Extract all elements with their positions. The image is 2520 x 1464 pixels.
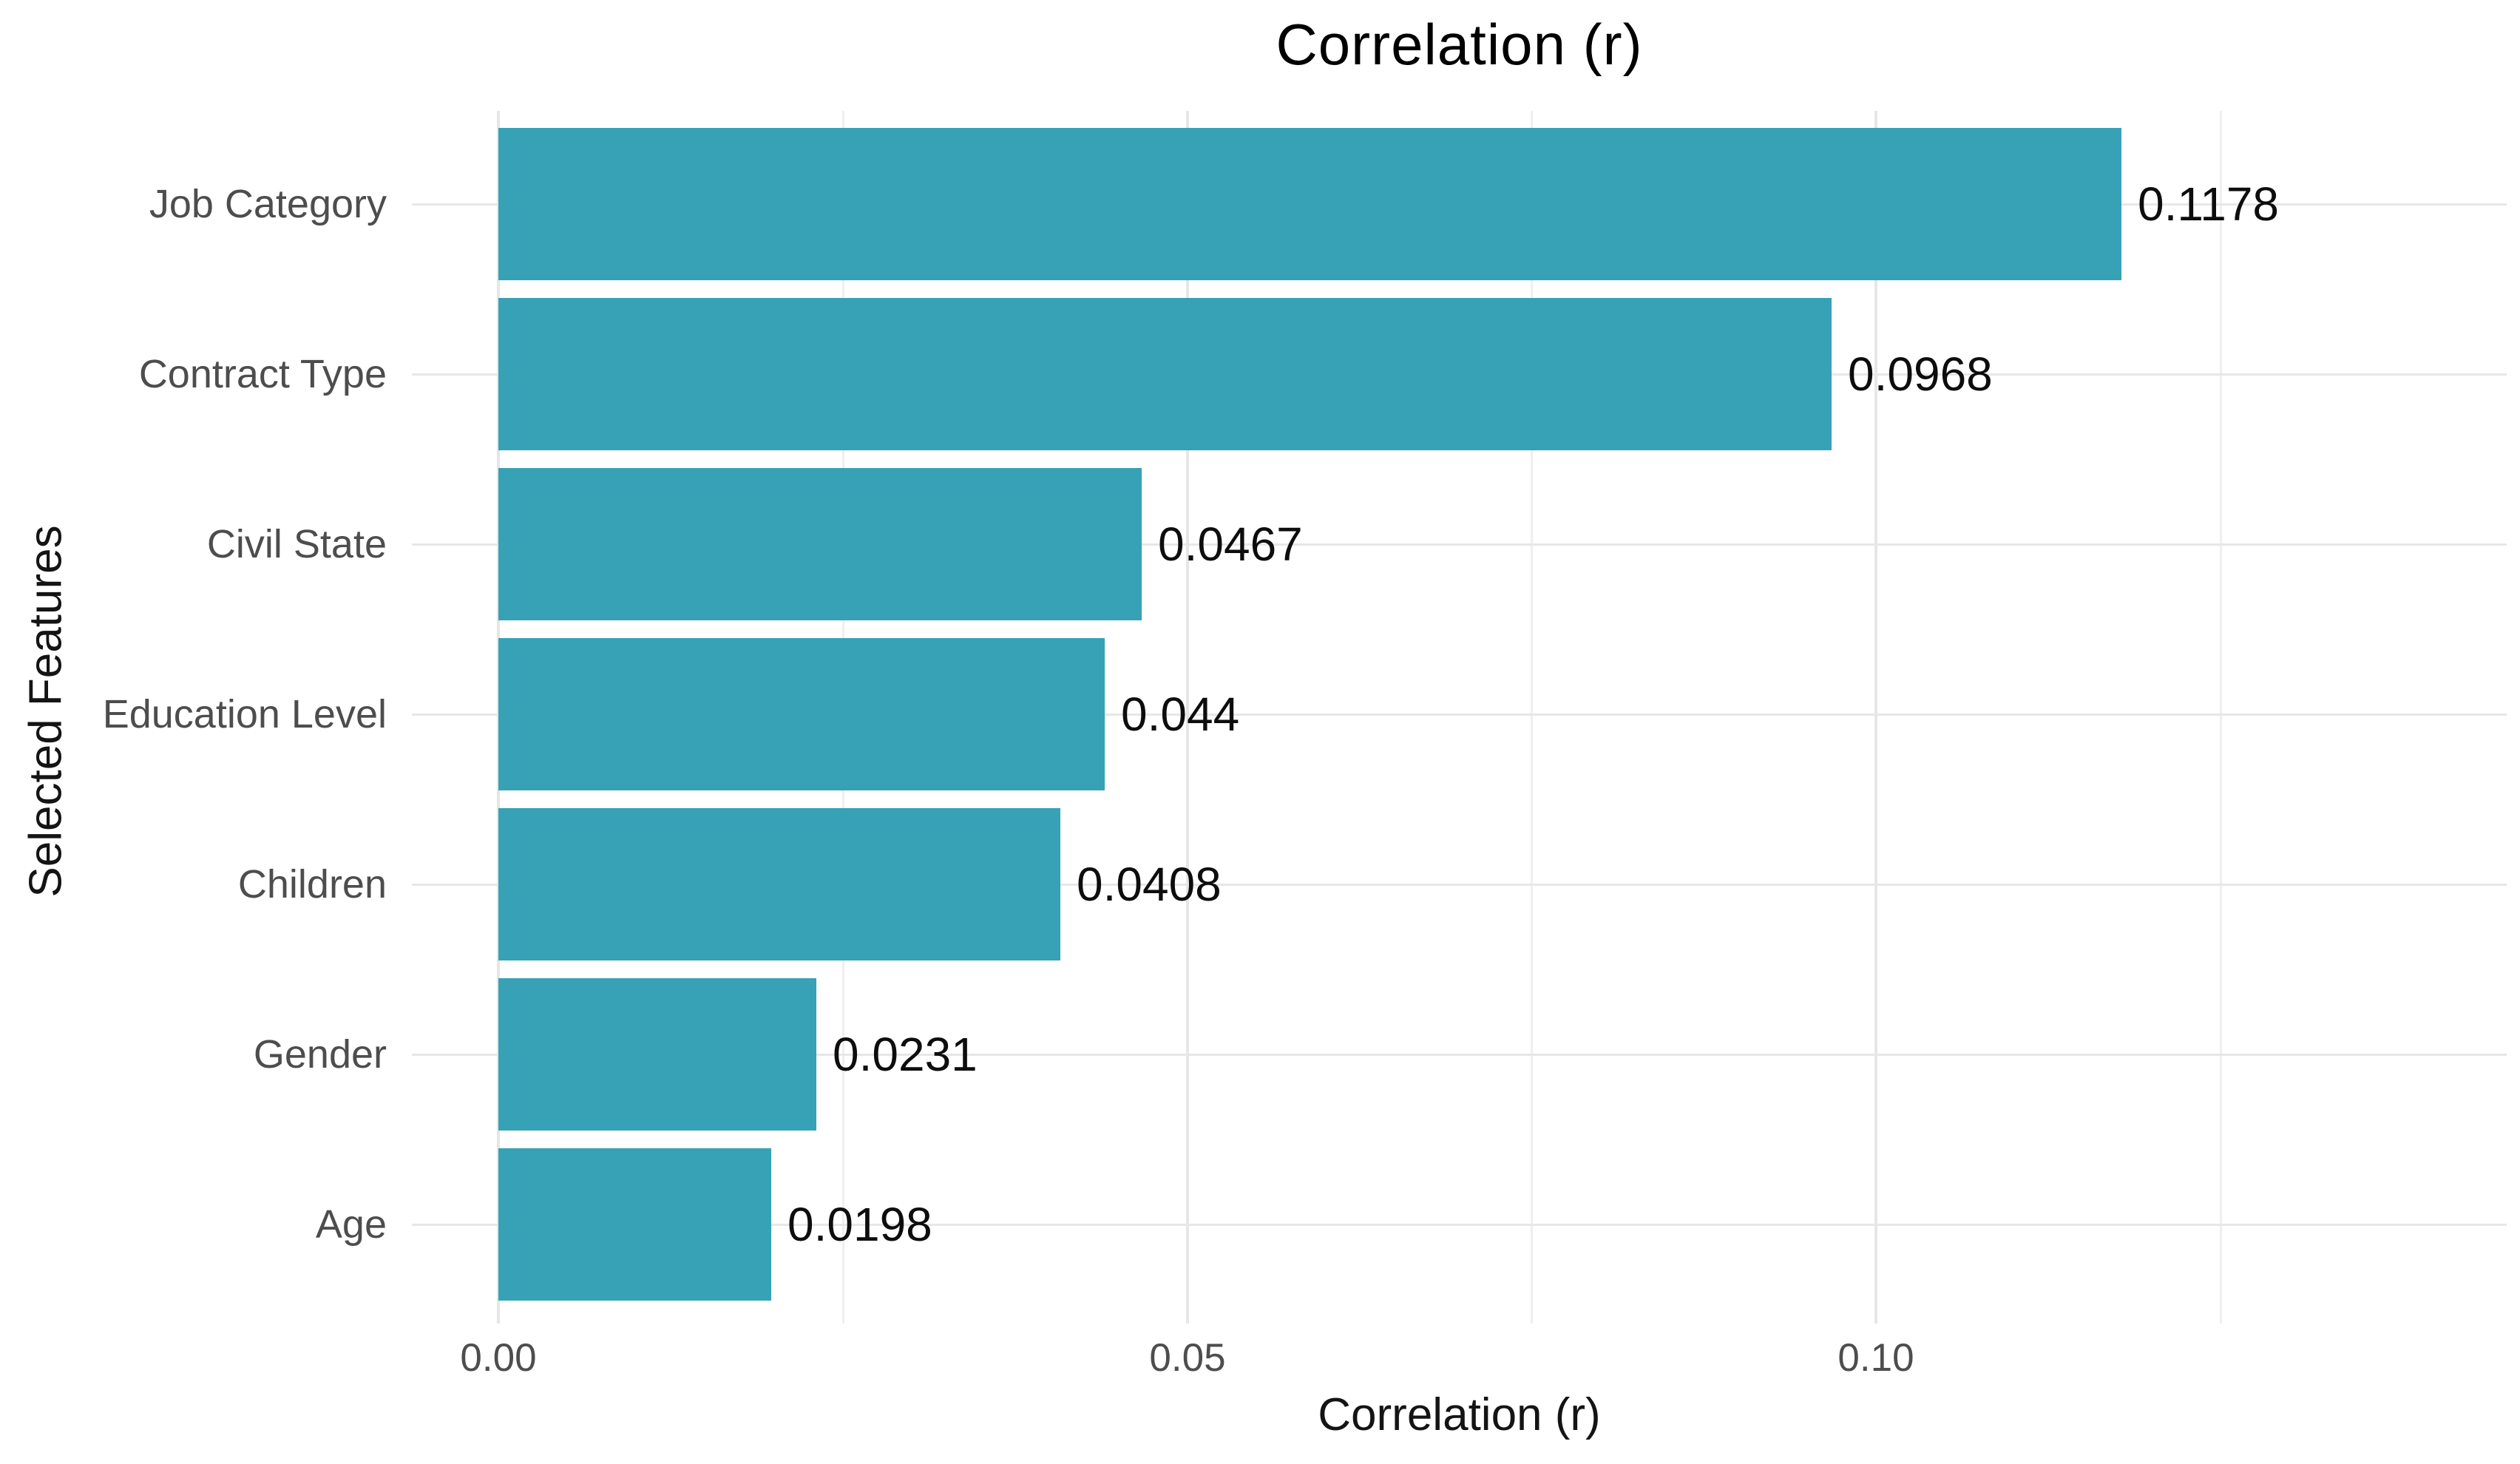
- v-gridline-minor: [2220, 111, 2222, 1324]
- bar-value-label: 0.0467: [1158, 518, 1303, 571]
- h-gridline: [412, 543, 2507, 546]
- bar: [498, 638, 1105, 790]
- x-axis-title: Correlation (r): [1318, 1389, 1601, 1440]
- h-gridline: [412, 884, 2507, 886]
- bar-value-label: 0.0198: [788, 1198, 932, 1251]
- category-label: Age: [315, 1202, 387, 1247]
- category-label: Contract Type: [138, 352, 387, 396]
- bar: [498, 128, 2121, 280]
- category-label: Children: [237, 862, 387, 906]
- bar-value-label: 0.0231: [833, 1028, 978, 1081]
- bar: [498, 1148, 771, 1301]
- category-label: Gender: [253, 1032, 387, 1077]
- chart-title: Correlation (r): [1276, 12, 1643, 77]
- x-tick-label: 0.05: [1149, 1336, 1226, 1380]
- h-gridline: [412, 1224, 2507, 1226]
- category-label: Civil State: [206, 522, 387, 566]
- x-tick-label: 0.10: [1838, 1336, 1914, 1380]
- bar-value-label: 0.1178: [2138, 177, 2279, 231]
- bar: [498, 298, 1832, 450]
- bar: [498, 808, 1060, 960]
- bar: [498, 468, 1142, 620]
- bar-value-label: 0.0408: [1077, 858, 1222, 911]
- category-label: Job Category: [149, 182, 387, 226]
- x-tick-label: 0.00: [460, 1336, 537, 1380]
- v-gridline-major: [1186, 111, 1189, 1324]
- bar: [498, 978, 816, 1131]
- v-gridline-minor: [1531, 111, 1533, 1324]
- h-gridline: [412, 714, 2507, 716]
- v-gridline-major: [1874, 111, 1877, 1324]
- bar-value-label: 0.0968: [1848, 348, 1993, 401]
- category-label: Education Level: [102, 692, 387, 736]
- h-gridline: [412, 1054, 2507, 1056]
- plot-panel: 0.1178 0.0968 0.0467 0.044 0.0408 0.0231 0.019…: [412, 111, 2507, 1324]
- bar-value-label: 0.044: [1121, 688, 1240, 741]
